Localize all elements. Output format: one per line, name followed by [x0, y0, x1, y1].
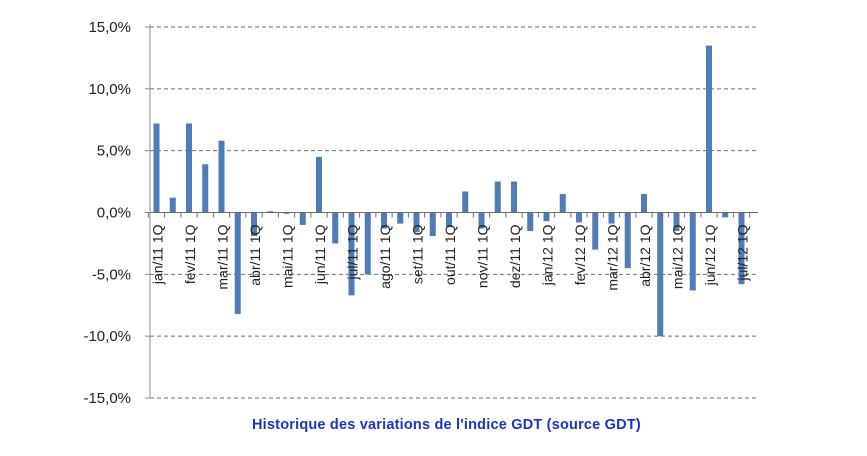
bar	[316, 156, 322, 213]
x-tick-label: jul/12 1Q	[735, 224, 751, 281]
bar	[169, 197, 176, 213]
y-tick-label: 5,0%	[97, 143, 131, 160]
bar	[559, 193, 566, 213]
chart-caption: Historique des variations de l'indice GD…	[252, 417, 641, 433]
x-tick-label: nov/11 1Q	[475, 224, 491, 288]
bar	[592, 212, 599, 250]
bar	[283, 212, 290, 214]
bar	[234, 212, 241, 314]
bar	[673, 212, 680, 232]
x-tick-label: mai/11 1Q	[280, 224, 296, 288]
bar	[251, 212, 257, 236]
bar	[397, 212, 404, 224]
bar	[429, 212, 436, 236]
bar	[218, 140, 225, 213]
x-tick-label: jan/12 1Q	[540, 224, 556, 286]
y-tick-label: -10,0%	[83, 328, 131, 345]
x-tick-label: abr/12 1Q	[637, 224, 653, 286]
y-tick-label: 15,0%	[88, 19, 131, 36]
bar	[722, 212, 729, 218]
bar	[738, 212, 745, 285]
x-tick-label: mai/12 1Q	[670, 224, 686, 289]
x-tick-label: mar/11 1Q	[215, 224, 231, 289]
bar	[608, 212, 615, 224]
bar	[413, 212, 420, 233]
bar	[641, 193, 647, 213]
bar	[462, 191, 469, 213]
bar	[202, 164, 209, 213]
x-tick-label: jun/12 1Q	[702, 224, 718, 286]
bar	[689, 212, 696, 291]
bar	[446, 212, 452, 228]
bar	[364, 212, 371, 275]
bar	[624, 212, 631, 269]
bars	[153, 45, 745, 337]
bar	[478, 212, 485, 229]
bar	[527, 212, 534, 232]
y-tick-labels: 15,0% 10,0% 5,0% 0,0% -5,0% -10,0% -15,0%	[83, 19, 150, 407]
y-tick-label: -15,0%	[83, 390, 131, 407]
bar	[494, 181, 501, 213]
x-tick-label: out/11 1Q	[442, 224, 458, 285]
bar	[706, 45, 712, 213]
bar	[299, 212, 306, 225]
bar	[576, 212, 582, 223]
x-tick-label: ago/11 1Q	[377, 224, 393, 288]
x-tick-label: abr/11 1Q	[247, 224, 263, 285]
bar	[348, 212, 355, 296]
bar	[381, 212, 387, 229]
bar	[543, 212, 550, 222]
gridlines	[150, 26, 758, 399]
zero-axis	[147, 212, 758, 218]
bar	[657, 212, 664, 337]
x-tick-label: jul/11 1Q	[345, 224, 361, 280]
y-tick-label: -5,0%	[92, 266, 131, 283]
x-tick-label: fev/11 1Q	[182, 224, 198, 284]
bar	[186, 123, 192, 213]
x-tick-label: fev/12 1Q	[572, 224, 588, 285]
bar	[511, 181, 517, 213]
x-tick-label: mar/12 1Q	[605, 224, 621, 290]
x-tick-label: jun/11 1Q	[312, 224, 328, 285]
x-tick-label: set/11 1Q	[410, 224, 426, 284]
y-tick-label: 10,0%	[88, 81, 131, 98]
x-tick-label: jan/11 1Q	[150, 224, 166, 285]
bar	[332, 212, 339, 244]
bar	[267, 211, 274, 213]
x-tick-labels: jan/11 1Q fev/11 1Q mar/11 1Q abr/11 1Q mai/…	[150, 224, 751, 290]
y-tick-label: 0,0%	[97, 205, 131, 222]
x-tick-label: dez/11 1Q	[507, 224, 523, 288]
bar	[153, 123, 160, 213]
